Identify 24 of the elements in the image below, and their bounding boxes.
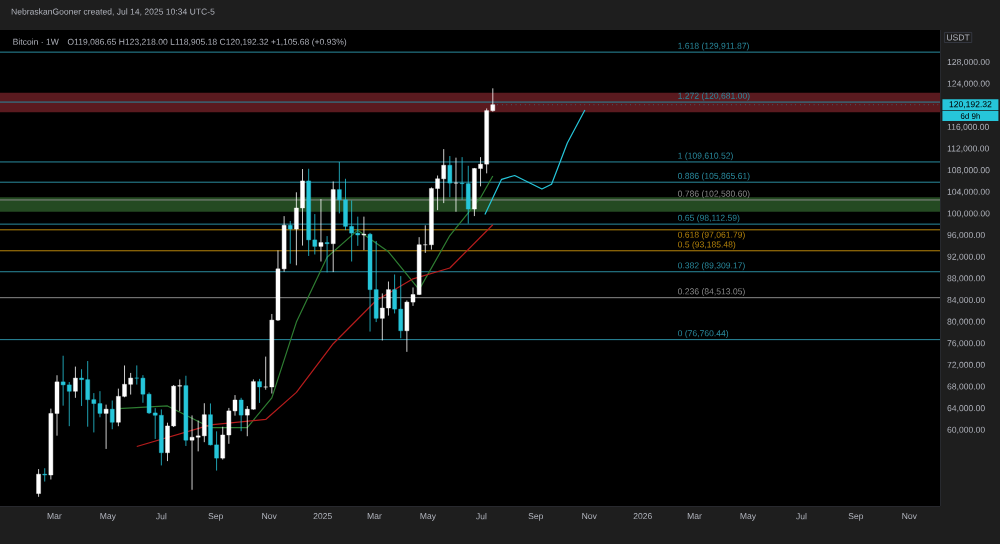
candlestick — [159, 409, 164, 466]
line-series — [136, 224, 494, 448]
candlestick — [128, 372, 133, 395]
candlestick — [73, 366, 78, 399]
candlestick — [42, 467, 47, 482]
candlestick — [453, 157, 459, 213]
candlestick — [288, 220, 293, 265]
candlestick — [257, 378, 262, 404]
candlestick — [238, 397, 244, 432]
candlestick — [189, 415, 195, 491]
candlestick — [202, 402, 207, 443]
line-series — [484, 109, 586, 216]
candlestick — [110, 400, 115, 430]
candlestick — [466, 165, 471, 225]
candlestick — [447, 155, 453, 198]
candlestick — [324, 235, 330, 273]
candlestick — [318, 198, 324, 262]
candlestick — [36, 468, 41, 498]
candlestick — [398, 275, 403, 339]
candlestick — [103, 404, 109, 450]
candlestick — [85, 360, 90, 428]
candlestick — [441, 148, 446, 204]
candlestick — [361, 216, 367, 251]
candlestick — [116, 388, 121, 427]
